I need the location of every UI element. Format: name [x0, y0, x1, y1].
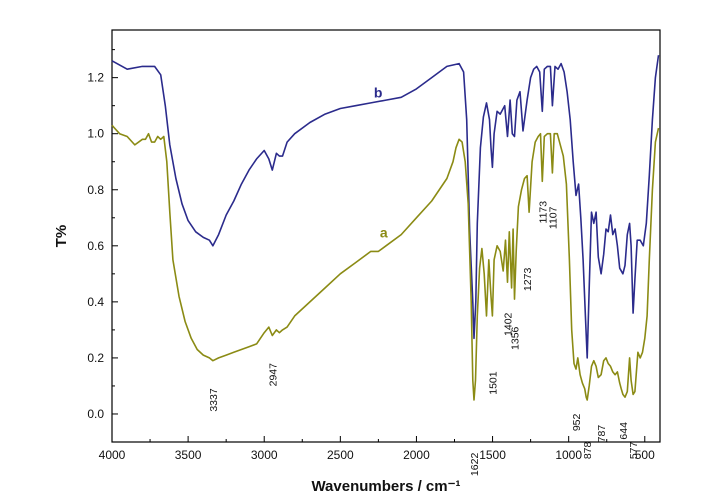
- y-tick-label: 0.0: [87, 407, 104, 421]
- axis-ticks: 4000 3500 3000 2500 2000 1500 1000 500 0.0 0.2 0.4…: [87, 49, 655, 462]
- x-tick-label: 1500: [479, 448, 506, 462]
- peak-label: 1107: [547, 206, 559, 229]
- peak-label: 3337: [208, 388, 220, 412]
- y-tick-label: 1.2: [87, 71, 104, 85]
- x-axis-title: Wavenumbers / cm⁻¹: [311, 478, 460, 495]
- peak-label: 1356: [510, 326, 522, 350]
- y-tick-label: 0.8: [87, 183, 104, 197]
- y-tick-label: 0.6: [87, 239, 104, 253]
- y-tick-label: 0.4: [87, 295, 104, 309]
- peak-label: 1273: [522, 268, 534, 292]
- x-tick-label: 3500: [175, 448, 202, 462]
- peak-label: 1173: [537, 201, 549, 224]
- x-tick-label: 4000: [99, 448, 126, 462]
- peak-label: 1622: [469, 453, 481, 477]
- peak-label: 1402: [503, 312, 515, 336]
- peak-label: 644: [618, 422, 630, 440]
- series-label-b: b: [374, 84, 383, 100]
- peak-label: 952: [571, 413, 583, 431]
- x-tick-label: 2500: [327, 448, 354, 462]
- plot-frame: [111, 29, 661, 443]
- series-line-b: [111, 55, 660, 359]
- x-tick-label: 500: [635, 448, 655, 462]
- series-line-a: [111, 124, 660, 401]
- peak-label: 1501: [487, 371, 499, 395]
- peak-label: 577: [628, 441, 640, 459]
- y-tick-label: 1.0: [87, 127, 104, 141]
- peak-label: 787: [596, 425, 608, 443]
- peak-label: 878: [582, 441, 594, 459]
- x-tick-label: 1000: [555, 448, 582, 462]
- x-tick-label: 2000: [403, 448, 430, 462]
- peak-label: 2947: [267, 363, 279, 387]
- y-tick-label: 0.2: [87, 351, 104, 365]
- series-label-a: a: [380, 224, 388, 240]
- series-name-labels: ba: [374, 84, 388, 240]
- y-axis-title: T%: [53, 225, 70, 248]
- series-lines: [111, 55, 660, 401]
- x-tick-label: 3000: [251, 448, 278, 462]
